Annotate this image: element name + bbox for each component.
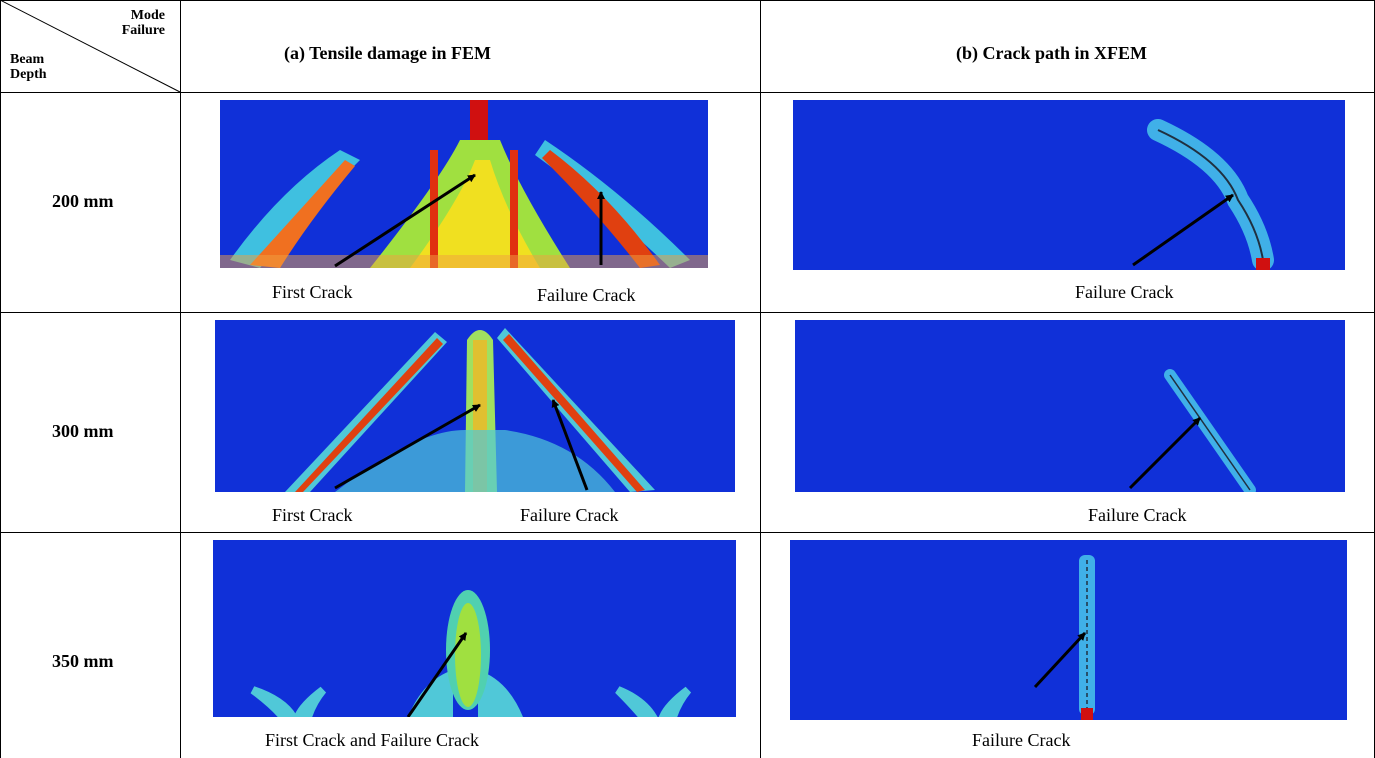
image-caption: Failure Crack bbox=[520, 505, 619, 525]
image-caption: Failure Crack bbox=[537, 285, 636, 305]
border bbox=[0, 0, 1, 758]
xfem-crack-image bbox=[793, 100, 1345, 270]
column-header: (b) Crack path in XFEM bbox=[956, 43, 1148, 63]
xfem-crack-image bbox=[795, 320, 1345, 492]
corner-row-label: Beam Depth bbox=[10, 52, 47, 82]
border bbox=[0, 312, 1375, 313]
border bbox=[180, 0, 181, 758]
fem-contour-image bbox=[220, 100, 708, 268]
row-label: 300 mm bbox=[52, 421, 114, 441]
image-caption: Failure Crack bbox=[972, 730, 1071, 750]
column-header: (a) Tensile damage in FEM bbox=[284, 43, 492, 63]
fem-contour-image bbox=[215, 320, 735, 492]
image-caption: Failure Crack bbox=[1075, 282, 1174, 302]
corner-column-label: Mode Failure bbox=[121, 8, 165, 38]
xfem-crack-image bbox=[790, 540, 1347, 720]
row-label: 200 mm bbox=[52, 191, 114, 211]
row-label: 350 mm bbox=[52, 651, 114, 671]
image-caption: Failure Crack bbox=[1088, 505, 1187, 525]
image-caption: First Crack bbox=[272, 505, 353, 525]
image-caption: First Crack bbox=[272, 282, 353, 302]
fem-contour-image bbox=[213, 540, 736, 717]
border bbox=[760, 0, 761, 758]
image-caption: First Crack and Failure Crack bbox=[265, 730, 479, 750]
border bbox=[0, 532, 1375, 533]
border bbox=[0, 92, 1375, 93]
corner-diagonal bbox=[0, 0, 181, 93]
border bbox=[0, 0, 1375, 1]
